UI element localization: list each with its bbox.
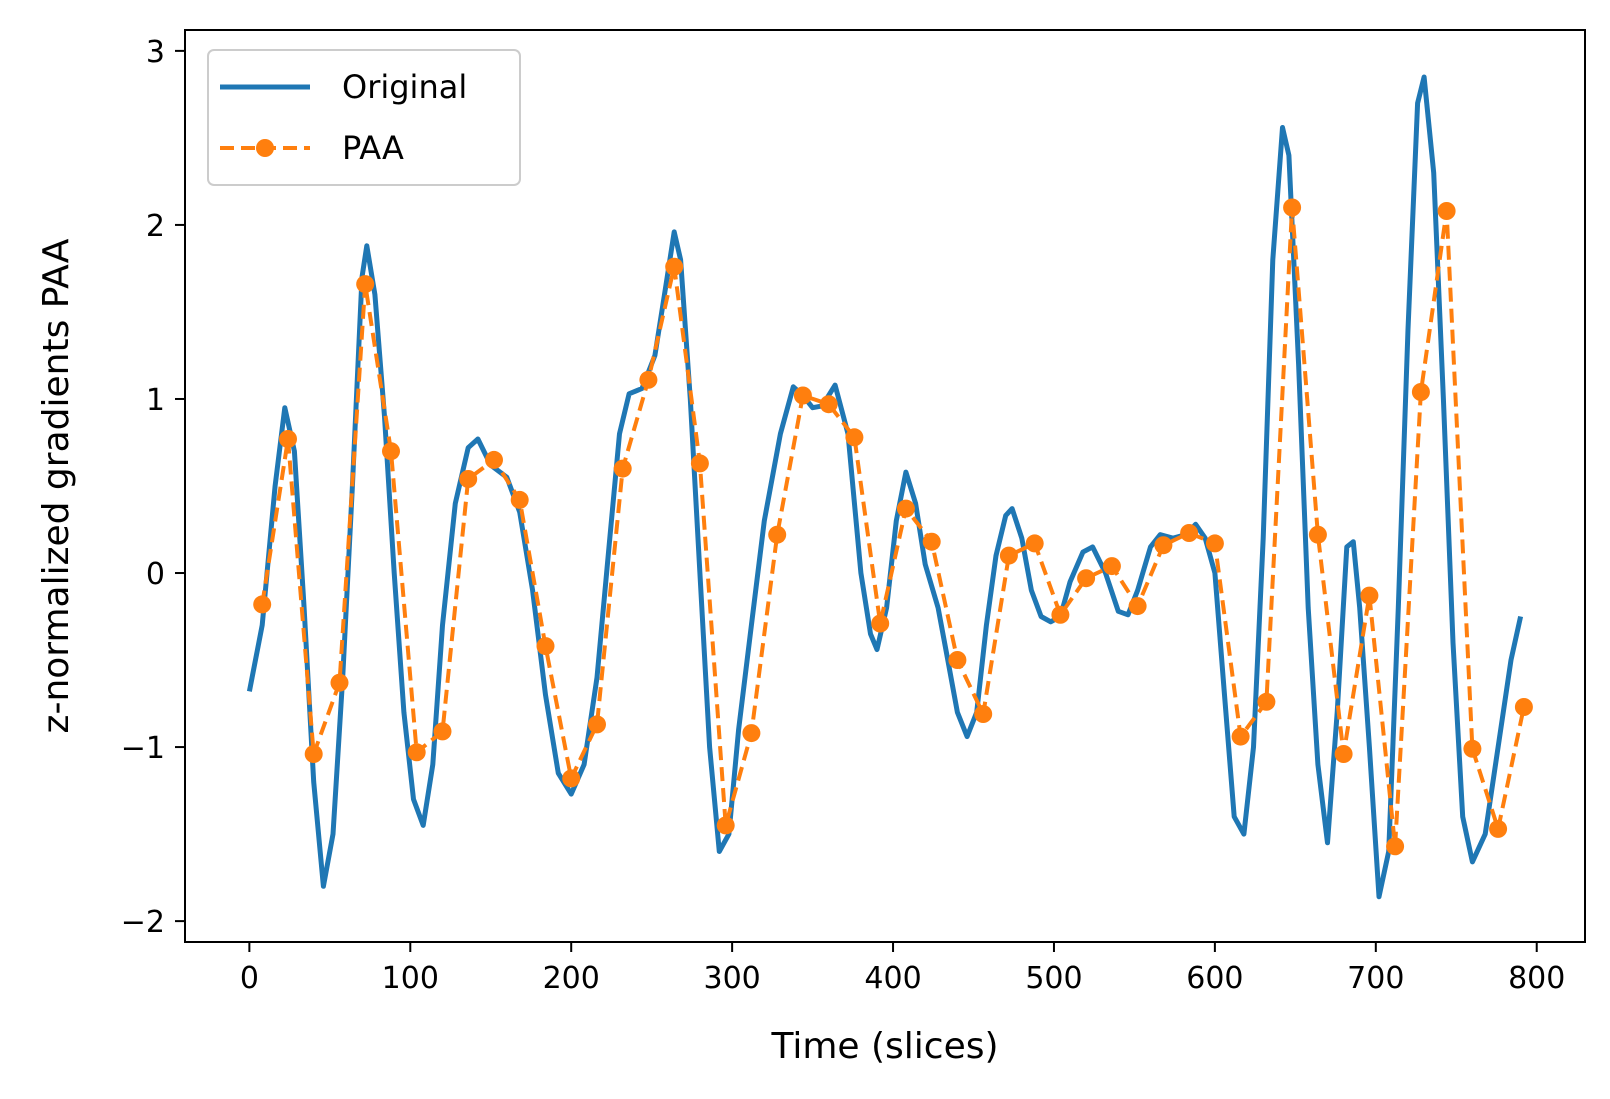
paa-point-5	[382, 442, 400, 461]
paa-point-34	[1128, 597, 1147, 616]
x-tick-label-4: 400	[864, 961, 921, 996]
paa-point-14	[613, 459, 632, 478]
y-tick-label-4: −1	[121, 731, 165, 766]
series-layer	[246, 74, 1533, 900]
x-tick-label-1: 100	[382, 961, 439, 996]
paa-point-6	[407, 743, 426, 762]
paa-point-15	[639, 370, 658, 389]
paa-point-43	[1360, 586, 1379, 605]
legend-paa-marker	[256, 139, 274, 157]
paa-point-46	[1437, 202, 1456, 220]
legend-box	[207, 49, 521, 186]
y-tick-label-2: 1	[146, 383, 165, 418]
x-axis-label: Time (slices)	[770, 1026, 998, 1067]
paa-point-11	[536, 637, 555, 656]
paa-point-31	[1051, 605, 1070, 624]
x-tick-label-3: 300	[703, 961, 760, 996]
legend-original-label: Original	[342, 68, 467, 106]
paa-point-32	[1077, 569, 1096, 588]
paa-point-29	[999, 546, 1018, 565]
paa-point-30	[1025, 534, 1044, 553]
paa-point-18	[716, 816, 735, 835]
y-tick-label-5: −2	[121, 905, 165, 940]
legend-paa-label: PAA	[342, 129, 404, 167]
paa-point-44	[1386, 837, 1405, 856]
x-tick-label-6: 600	[1186, 961, 1243, 996]
paa-point-41	[1308, 525, 1327, 544]
paa-point-1	[279, 430, 297, 448]
legend: Original PAA	[207, 49, 521, 186]
paa-point-48	[1489, 819, 1508, 838]
y-axis-label: z-normalized gradients PAA	[36, 238, 77, 733]
paa-point-25	[896, 499, 915, 518]
paa-point-33	[1102, 557, 1121, 576]
paa-point-28	[974, 705, 993, 723]
x-tick-label-7: 700	[1347, 961, 1404, 996]
paa-point-23	[845, 428, 864, 447]
paa-point-45	[1411, 383, 1430, 401]
paa-point-3	[330, 673, 349, 692]
paa-point-40	[1283, 198, 1302, 217]
paa-point-36	[1180, 524, 1199, 542]
paa-point-12	[562, 769, 581, 788]
paa-point-4	[356, 275, 375, 294]
paa-point-24	[871, 614, 890, 633]
y-tick-label-0: 3	[146, 35, 165, 70]
paa-point-27	[948, 651, 967, 669]
x-tick-label-0: 0	[240, 961, 259, 996]
paa-point-21	[793, 386, 812, 405]
paa-point-2	[304, 745, 323, 763]
paa-point-42	[1334, 745, 1353, 763]
paa-point-35	[1154, 536, 1173, 555]
y-tick-label-1: 2	[146, 209, 165, 244]
paa-point-7	[433, 722, 452, 741]
y-tick-label-3: 0	[146, 557, 165, 592]
x-tick-label-5: 500	[1025, 961, 1082, 996]
paa-point-47	[1463, 739, 1482, 758]
paa-point-39	[1257, 692, 1276, 711]
axes-frame	[184, 29, 1586, 943]
x-tick-label-8: 800	[1508, 961, 1565, 996]
series-line-original	[246, 74, 1524, 900]
paa-point-8	[459, 470, 478, 488]
x-tick-label-2: 200	[543, 961, 600, 996]
paa-point-17	[690, 454, 709, 473]
paa-point-20	[768, 525, 787, 544]
paa-point-13	[588, 715, 606, 734]
paa-point-49	[1514, 698, 1533, 716]
paa-point-10	[510, 490, 529, 509]
paa-point-16	[665, 257, 684, 276]
paa-point-9	[485, 450, 503, 469]
paa-point-26	[922, 532, 941, 551]
paa-point-0	[253, 595, 272, 614]
paa-point-22	[819, 395, 838, 414]
paa-point-38	[1231, 727, 1250, 746]
paa-point-37	[1205, 534, 1224, 553]
axes-layer: 0 100 200 300 400 500 600 700 800 3 2 1 0 −1 −2	[121, 29, 1586, 996]
paa-point-19	[742, 724, 761, 743]
